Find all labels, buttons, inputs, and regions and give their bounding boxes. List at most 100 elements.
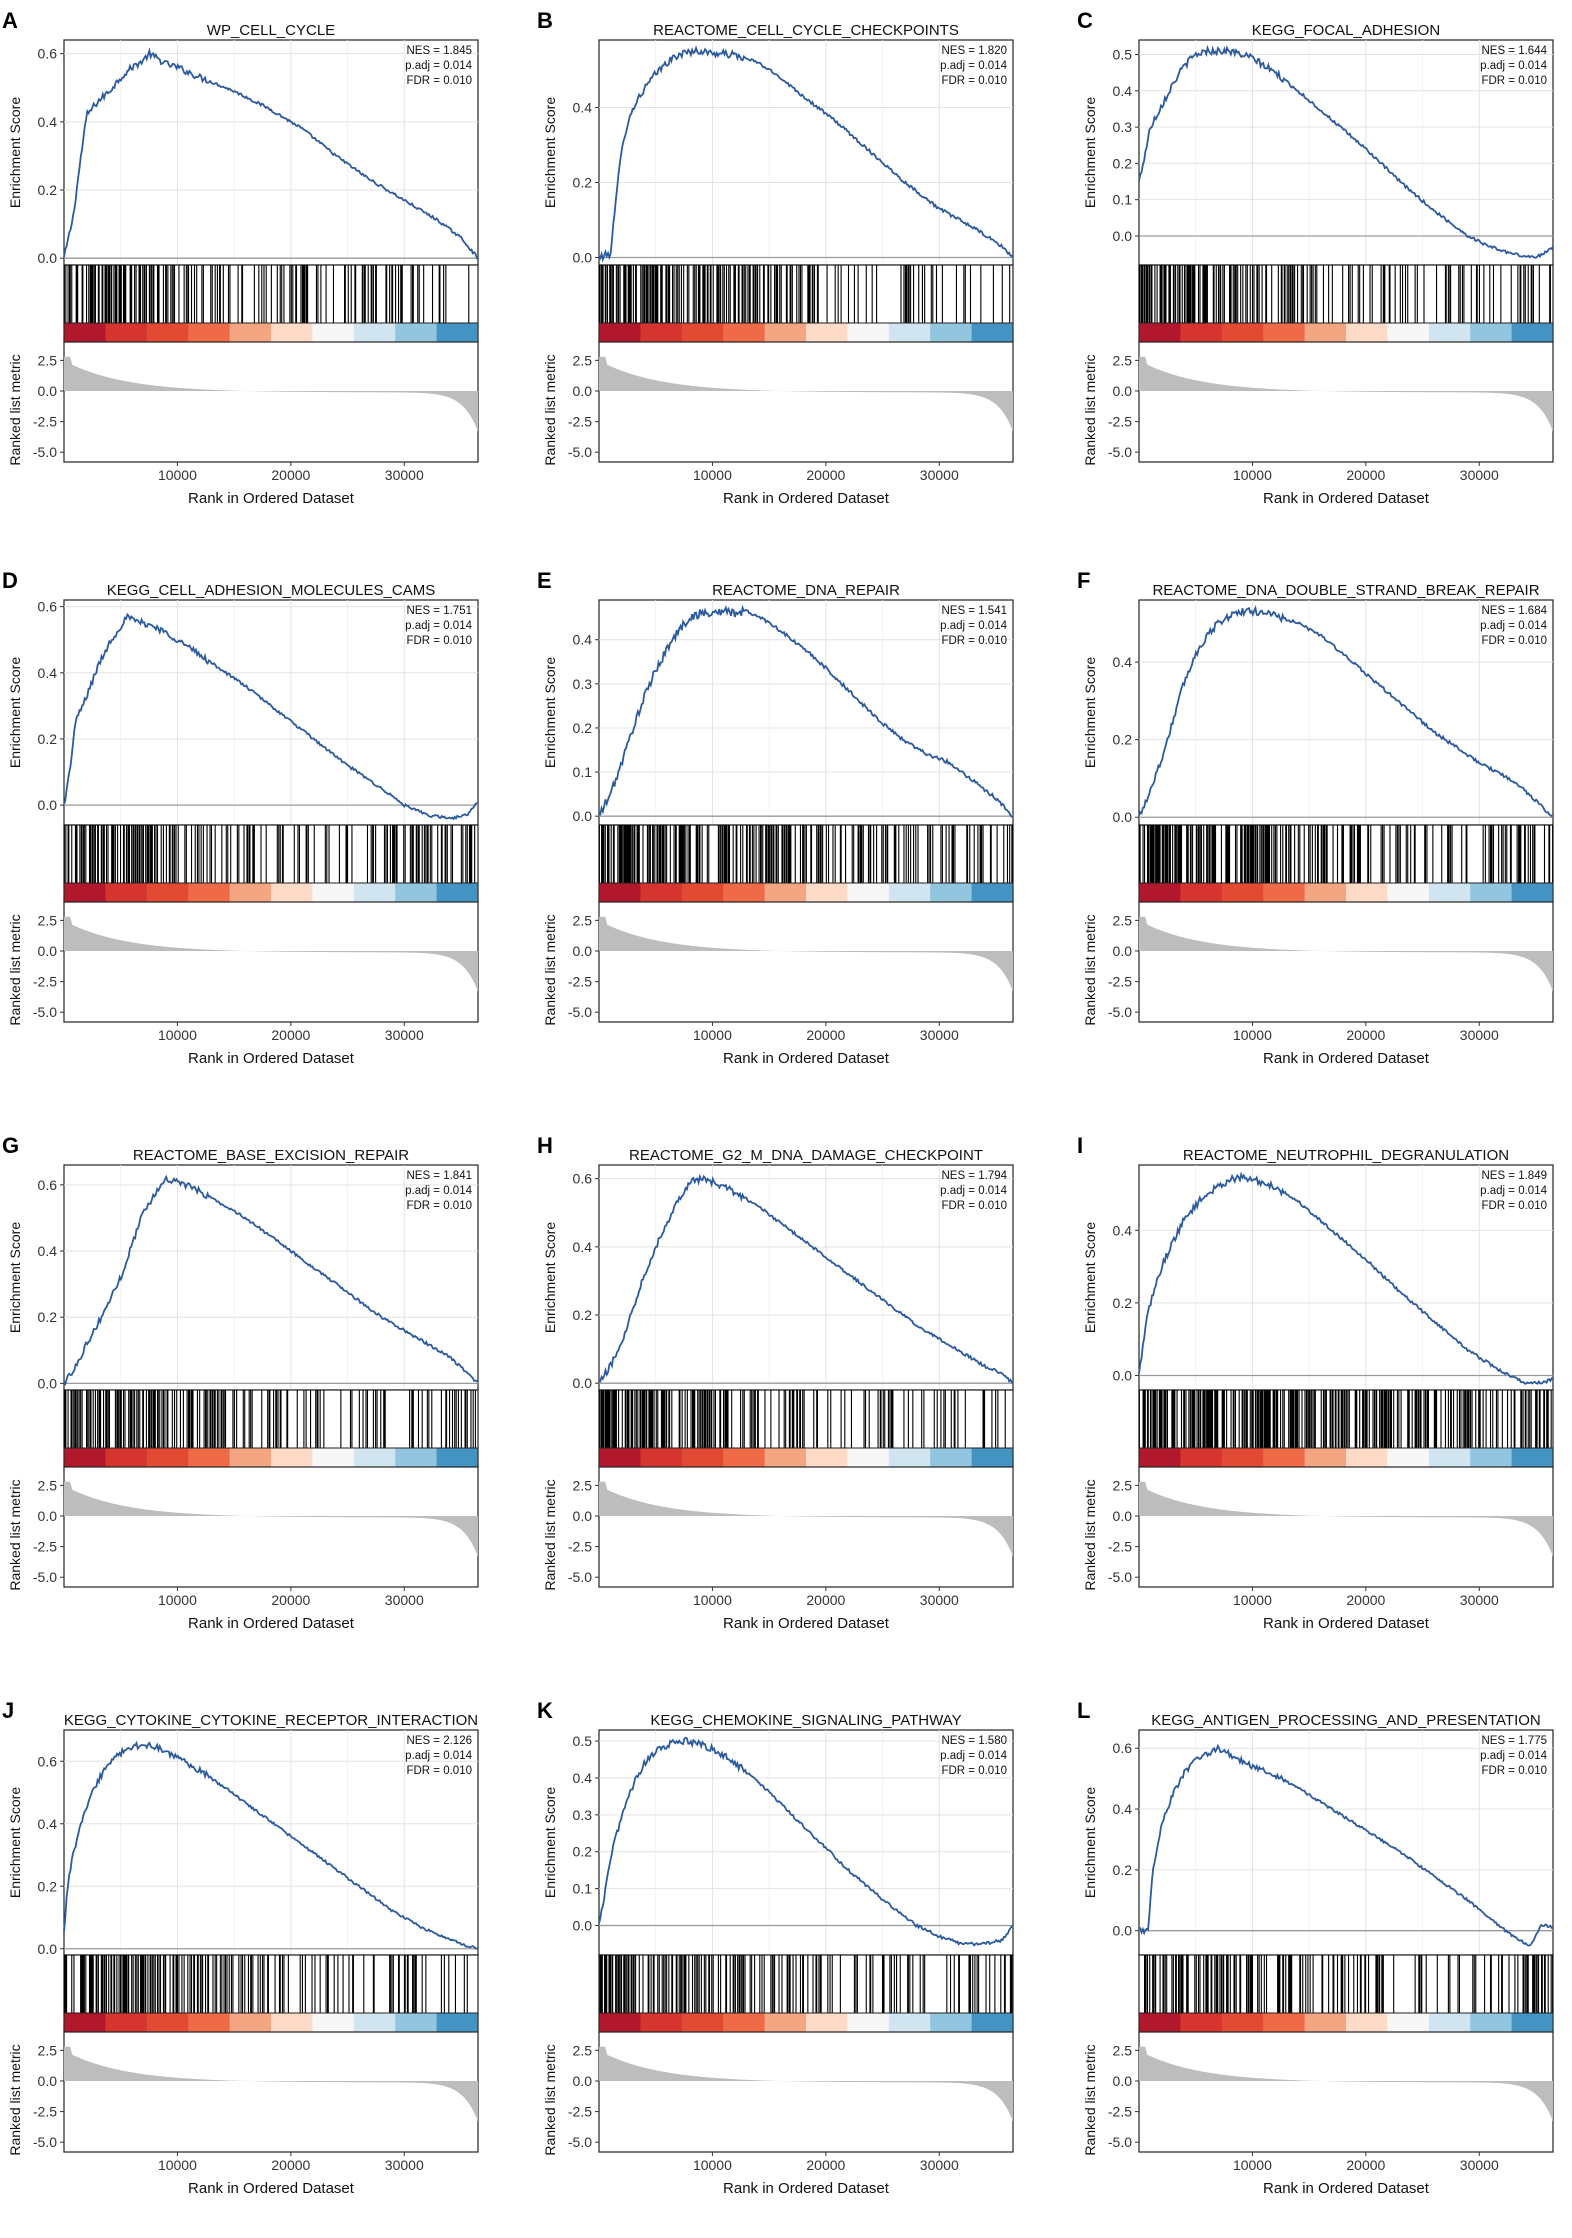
es-ytick-label: 0.4	[38, 114, 58, 130]
ranked-plot-frame	[598, 2031, 1014, 2153]
rank-color-segment	[764, 1448, 807, 1467]
rank-color-segment	[1263, 2013, 1306, 2032]
stat-nes: NES = 1.541	[941, 605, 1007, 617]
rank-color-segment	[105, 2013, 148, 2032]
gsea-chart-svg: E REACTOME_DNA_REPAIR 0.0 0.1 0.2 0.3 0.4 NES =…	[537, 568, 1014, 1067]
rank-color-segment	[395, 2013, 438, 2032]
ranked-ytick-label: 0.0	[1113, 943, 1133, 959]
es-ytick-label: 0.0	[38, 1375, 58, 1391]
ranked-ylabel: Ranked list metric	[542, 354, 558, 465]
rank-color-segment	[640, 1448, 683, 1467]
rank-color-segment	[888, 323, 931, 342]
ranked-ylabel: Ranked list metric	[1082, 914, 1098, 1025]
rank-color-segment	[1346, 1448, 1388, 1467]
rank-color-segment	[436, 323, 479, 342]
es-ytick-label: 0.2	[1113, 1295, 1133, 1311]
rank-color-segment	[146, 323, 189, 342]
es-ytick-label: 0.4	[38, 1816, 58, 1832]
panel-letter: L	[1077, 1698, 1090, 1723]
rank-color-segment	[1511, 323, 1554, 342]
xtick-label: 30000	[1460, 467, 1499, 483]
es-curve-line	[1138, 1171, 1554, 1385]
rank-color-segment	[64, 1448, 106, 1467]
xtick-label: 30000	[920, 1592, 959, 1608]
ranked-ytick-label: 0.0	[573, 383, 593, 399]
ranked-ytick-label: 0.0	[573, 943, 593, 959]
rank-color-segment	[599, 323, 641, 342]
ranked-ytick-label: -5.0	[568, 1004, 592, 1020]
es-plot-frame	[1138, 39, 1554, 266]
rank-color-segment	[146, 883, 189, 902]
ranked-ytick-label: 2.5	[1113, 912, 1133, 928]
rank-color-segment	[723, 883, 766, 902]
rank-color-segment	[847, 1448, 890, 1467]
rank-color-segment	[971, 1448, 1014, 1467]
rank-color-segment	[229, 2013, 272, 2032]
es-ytick-label: 0.4	[1113, 654, 1133, 670]
rank-color-segment	[229, 1448, 272, 1467]
rank-color-segment	[764, 323, 807, 342]
ranked-plot-frame	[598, 1466, 1014, 1588]
es-ytick-label: 0.4	[1113, 1801, 1133, 1817]
gsea-panel-h: H REACTOME_G2_M_DNA_DAMAGE_CHECKPOINT 0.0 0…	[535, 1125, 1059, 1673]
rank-color-segment	[599, 1448, 641, 1467]
xtick-label: 30000	[385, 467, 424, 483]
gene-hits	[598, 825, 1014, 883]
ranked-plot-frame	[1138, 2031, 1554, 2153]
ranked-ytick-label: -2.5	[33, 974, 57, 990]
es-ylabel: Enrichment Score	[542, 1787, 558, 1898]
panel-letter: F	[1077, 568, 1090, 593]
panel-letter: A	[2, 8, 18, 33]
ranked-ytick-label: -5.0	[1108, 1569, 1132, 1585]
stat-padj: p.adj = 0.014	[940, 1185, 1007, 1197]
stat-fdr: FDR = 0.010	[941, 1765, 1007, 1777]
rank-color-segment	[1180, 1448, 1223, 1467]
es-ytick-label: 0.5	[573, 1733, 593, 1749]
chart-title: KEGG_ANTIGEN_PROCESSING_AND_PRESENTATION	[1151, 1712, 1541, 1729]
ranked-ytick-label: 2.5	[1113, 352, 1133, 368]
gsea-chart-svg: H REACTOME_G2_M_DNA_DAMAGE_CHECKPOINT 0.0 0…	[537, 1133, 1014, 1632]
rank-color-segment	[188, 1448, 231, 1467]
xtick-label: 30000	[920, 2157, 959, 2173]
es-ytick-label: 0.3	[573, 676, 593, 692]
xtick-label: 10000	[158, 1592, 197, 1608]
stat-nes: NES = 1.794	[941, 1170, 1007, 1182]
es-ytick-label: 0.0	[38, 250, 58, 266]
ranked-plot-frame	[1138, 341, 1554, 463]
es-plot-frame	[1138, 1164, 1554, 1391]
gsea-figure-grid: A WP_CELL_CYCLE 0.0 0.2 0.4 0.6 NES = 1.845 p.a…	[2, 0, 1554, 2197]
chart-title: REACTOME_BASE_EXCISION_REPAIR	[133, 1147, 409, 1164]
xtick-label: 10000	[1233, 2157, 1272, 2173]
es-ytick-label: 0.6	[38, 1177, 58, 1193]
rank-color-segment	[1511, 1448, 1554, 1467]
es-curve-line	[63, 1174, 479, 1386]
rank-color-segment	[1346, 883, 1388, 902]
ranked-ytick-label: -5.0	[33, 1004, 57, 1020]
rank-color-segment	[395, 1448, 438, 1467]
xtick-label: 10000	[693, 467, 732, 483]
xtick-label: 20000	[271, 2157, 310, 2173]
rank-color-segment	[847, 2013, 890, 2032]
ranked-ylabel: Ranked list metric	[542, 1479, 558, 1590]
rank-color-segment	[64, 2013, 106, 2032]
xtick-label: 20000	[806, 467, 845, 483]
ranked-ytick-label: -5.0	[33, 444, 57, 460]
stat-nes: NES = 1.845	[406, 45, 472, 57]
rank-color-segment	[1263, 323, 1306, 342]
stat-padj: p.adj = 0.014	[940, 1750, 1007, 1762]
es-ylabel: Enrichment Score	[7, 97, 23, 208]
stat-fdr: FDR = 0.010	[406, 635, 472, 647]
xtick-label: 20000	[1346, 1027, 1385, 1043]
ranked-ytick-label: -5.0	[33, 1569, 57, 1585]
es-ytick-label: 0.4	[1113, 83, 1133, 99]
rank-color-segment	[312, 883, 355, 902]
es-ytick-label: 0.4	[1113, 1222, 1133, 1238]
rank-color-segment	[764, 2013, 807, 2032]
rank-color-segment	[1180, 2013, 1223, 2032]
gsea-panel-b: B REACTOME_CELL_CYCLE_CHECKPOINTS 0.0 0.2 0.…	[535, 0, 1059, 548]
es-ytick-label: 0.3	[573, 1807, 593, 1823]
es-curve-line	[1138, 605, 1554, 818]
panel-letter: B	[537, 8, 553, 33]
ranked-ylabel: Ranked list metric	[542, 2044, 558, 2155]
rank-color-segment	[847, 323, 890, 342]
